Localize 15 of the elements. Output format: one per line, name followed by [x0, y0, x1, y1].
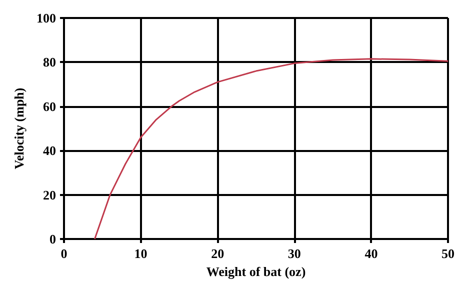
- x-tick-label: 0: [60, 246, 68, 261]
- line-series: [94, 58, 449, 240]
- x-tick-label: 30: [288, 246, 301, 261]
- y-tick-label: 20: [43, 187, 56, 202]
- y-tick-label: 80: [43, 54, 56, 70]
- y-axis-title: Velocity (mph): [12, 88, 27, 170]
- x-tick-label: 40: [364, 246, 378, 261]
- y-tick-label: 0: [50, 232, 56, 246]
- y-tick-label: 100: [36, 10, 56, 26]
- y-tick-label: 40: [43, 143, 56, 158]
- x-tick-label: 50: [442, 246, 454, 261]
- x-tick-label: 20: [211, 246, 224, 261]
- x-tick-label: 10: [134, 246, 148, 261]
- y-tick-label: 60: [43, 98, 56, 114]
- x-axis-title: Weight of bat (oz): [206, 264, 306, 279]
